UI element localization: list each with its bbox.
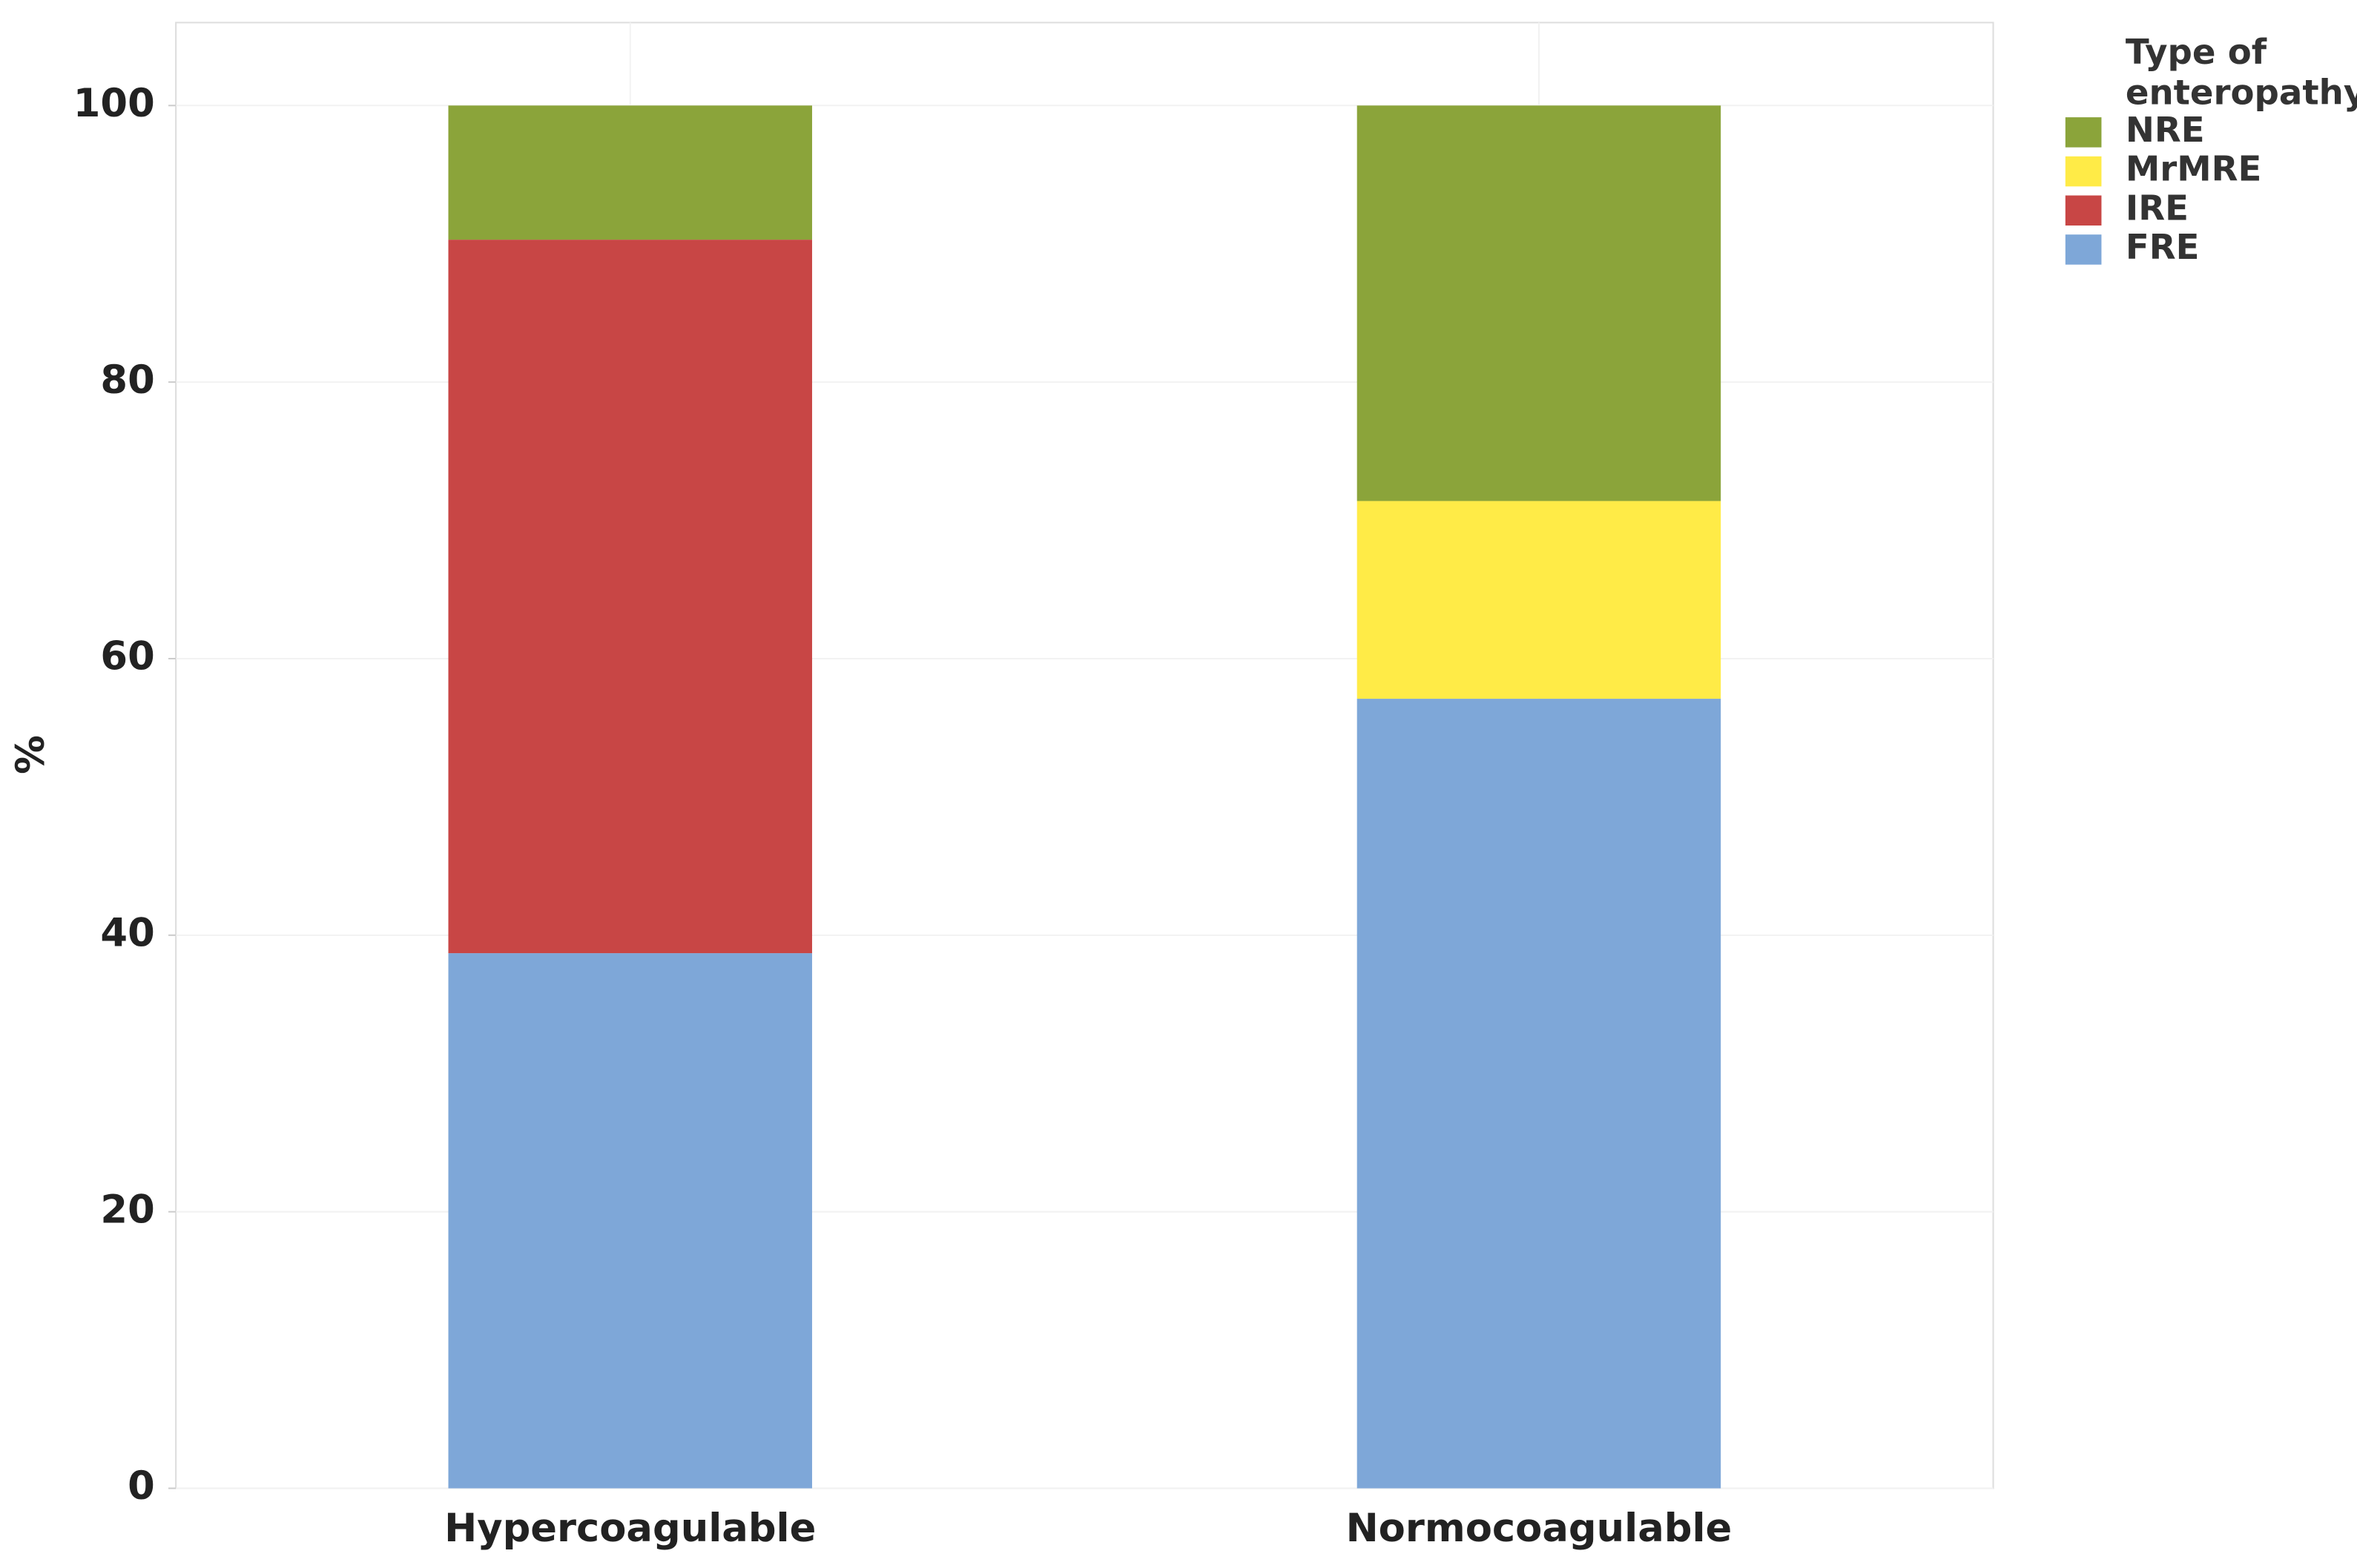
legend-label: MrMRE <box>2126 149 2261 189</box>
legend-swatch <box>2065 156 2102 187</box>
legend-label: FRE <box>2126 227 2200 267</box>
bar-segment <box>448 105 812 240</box>
x-tick-label: Normocoagulable <box>1346 1506 1733 1551</box>
y-tick-label: 0 <box>128 1463 155 1509</box>
legend-swatch <box>2065 234 2102 265</box>
legend-swatch <box>2065 195 2102 226</box>
bar-segment <box>448 240 812 954</box>
y-axis-label: % <box>8 735 53 774</box>
legend-label: NRE <box>2126 110 2205 150</box>
y-tick-label: 100 <box>73 81 155 126</box>
bar-segment <box>448 953 812 1489</box>
y-tick-label: 80 <box>100 358 154 403</box>
bar-segment <box>1356 501 1721 699</box>
x-tick-label: Hypercoagulable <box>444 1506 816 1551</box>
legend-title: Type of enteropathy <box>2126 31 2357 112</box>
y-tick-label: 40 <box>100 910 154 955</box>
y-tick-label: 20 <box>100 1187 154 1232</box>
y-tick-label: 60 <box>100 634 154 679</box>
bar-segment <box>1356 699 1721 1489</box>
bar-segment <box>1356 105 1721 501</box>
legend-label: IRE <box>2126 188 2189 228</box>
legend-swatch <box>2065 117 2102 148</box>
